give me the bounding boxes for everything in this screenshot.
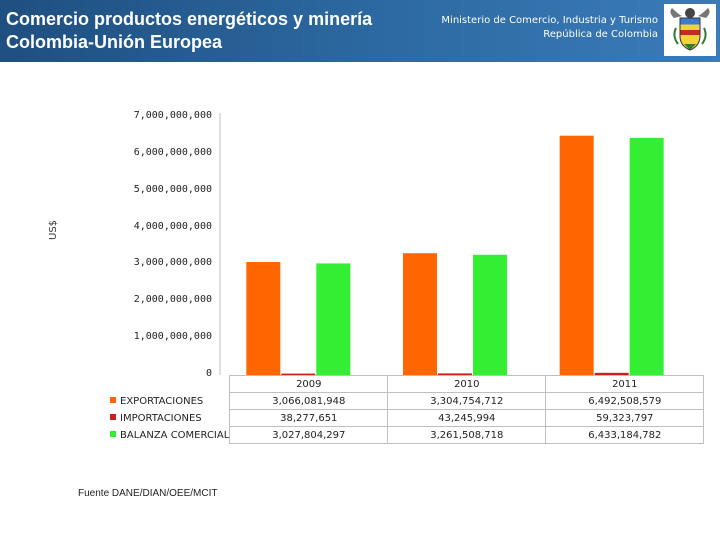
page-title: Comercio productos energéticos y minería…: [6, 8, 372, 54]
y-tick-label: 5,000,000,000: [133, 183, 212, 195]
data-table: 2009 2010 2011 EXPORTACIONES 3,066,081,9…: [108, 375, 705, 444]
y-tick-label: 1,000,000,000: [133, 331, 212, 343]
category-label: 2011: [545, 375, 705, 393]
bar-importaciones-2011: [594, 372, 629, 375]
bar-balanza-comercial-2009: [316, 263, 351, 375]
header-banner: Comercio productos energéticos y minería…: [0, 0, 720, 62]
data-label: 3,066,081,948: [229, 392, 389, 410]
data-label: 38,277,651: [229, 409, 389, 427]
bar-balanza-comercial-2010: [473, 254, 507, 375]
data-label: 6,433,184,782: [545, 426, 705, 444]
legend-swatch: [110, 397, 116, 403]
legend-entry: BALANZA COMERCIAL: [108, 427, 230, 444]
bar-balanza-comercial-2011: [629, 137, 664, 375]
legend-entry: IMPORTACIONES: [108, 410, 230, 427]
y-tick-label: 7,000,000,000: [133, 110, 212, 121]
title-line-2: Colombia-Unión Europea: [6, 32, 222, 52]
legend-swatch: [110, 431, 116, 437]
y-tick-label: 2,000,000,000: [133, 294, 212, 306]
ministry-line-2: República de Colombia: [543, 29, 658, 40]
bar-exportaciones-2009: [246, 261, 281, 375]
y-tick-label: 6,000,000,000: [133, 146, 212, 158]
data-label: 3,027,804,297: [229, 426, 389, 444]
table-row: BALANZA COMERCIAL 3,027,804,297 3,261,50…: [108, 426, 705, 444]
title-line-1: Comercio productos energéticos y minería: [6, 9, 373, 29]
ministry-line-1: Ministerio de Comercio, Industria y Turi…: [441, 15, 658, 26]
colombia-coat-of-arms-icon: [664, 4, 716, 56]
legend-entry: EXPORTACIONES: [108, 393, 230, 410]
source-note: Fuente DANE/DIAN/OEE/MCIT: [78, 488, 218, 499]
category-label: 2010: [387, 375, 547, 393]
ministry-label: Ministerio de Comercio, Industria y Turi…: [441, 14, 658, 42]
bar-importaciones-2009: [281, 373, 316, 375]
data-label: 3,261,508,718: [387, 426, 547, 444]
data-label: 6,492,508,579: [545, 392, 705, 410]
table-header-row: 2009 2010 2011: [108, 375, 705, 393]
bar-importaciones-2010: [438, 373, 472, 375]
bar-exportaciones-2010: [403, 253, 437, 375]
data-label: 43,245,994: [387, 409, 547, 427]
table-row: EXPORTACIONES 3,066,081,948 3,304,754,71…: [108, 392, 705, 410]
y-tick-label: 4,000,000,000: [133, 220, 212, 232]
table-row: IMPORTACIONES 38,277,651 43,245,994 59,3…: [108, 409, 705, 427]
legend-swatch: [110, 414, 116, 420]
y-tick-label: 3,000,000,000: [133, 257, 212, 269]
category-label: 2009: [229, 375, 389, 393]
bar-exportaciones-2011: [559, 135, 594, 375]
y-tick-label: 0: [205, 368, 212, 379]
data-label: 3,304,754,712: [387, 392, 547, 410]
data-label: 59,323,797: [545, 409, 705, 427]
